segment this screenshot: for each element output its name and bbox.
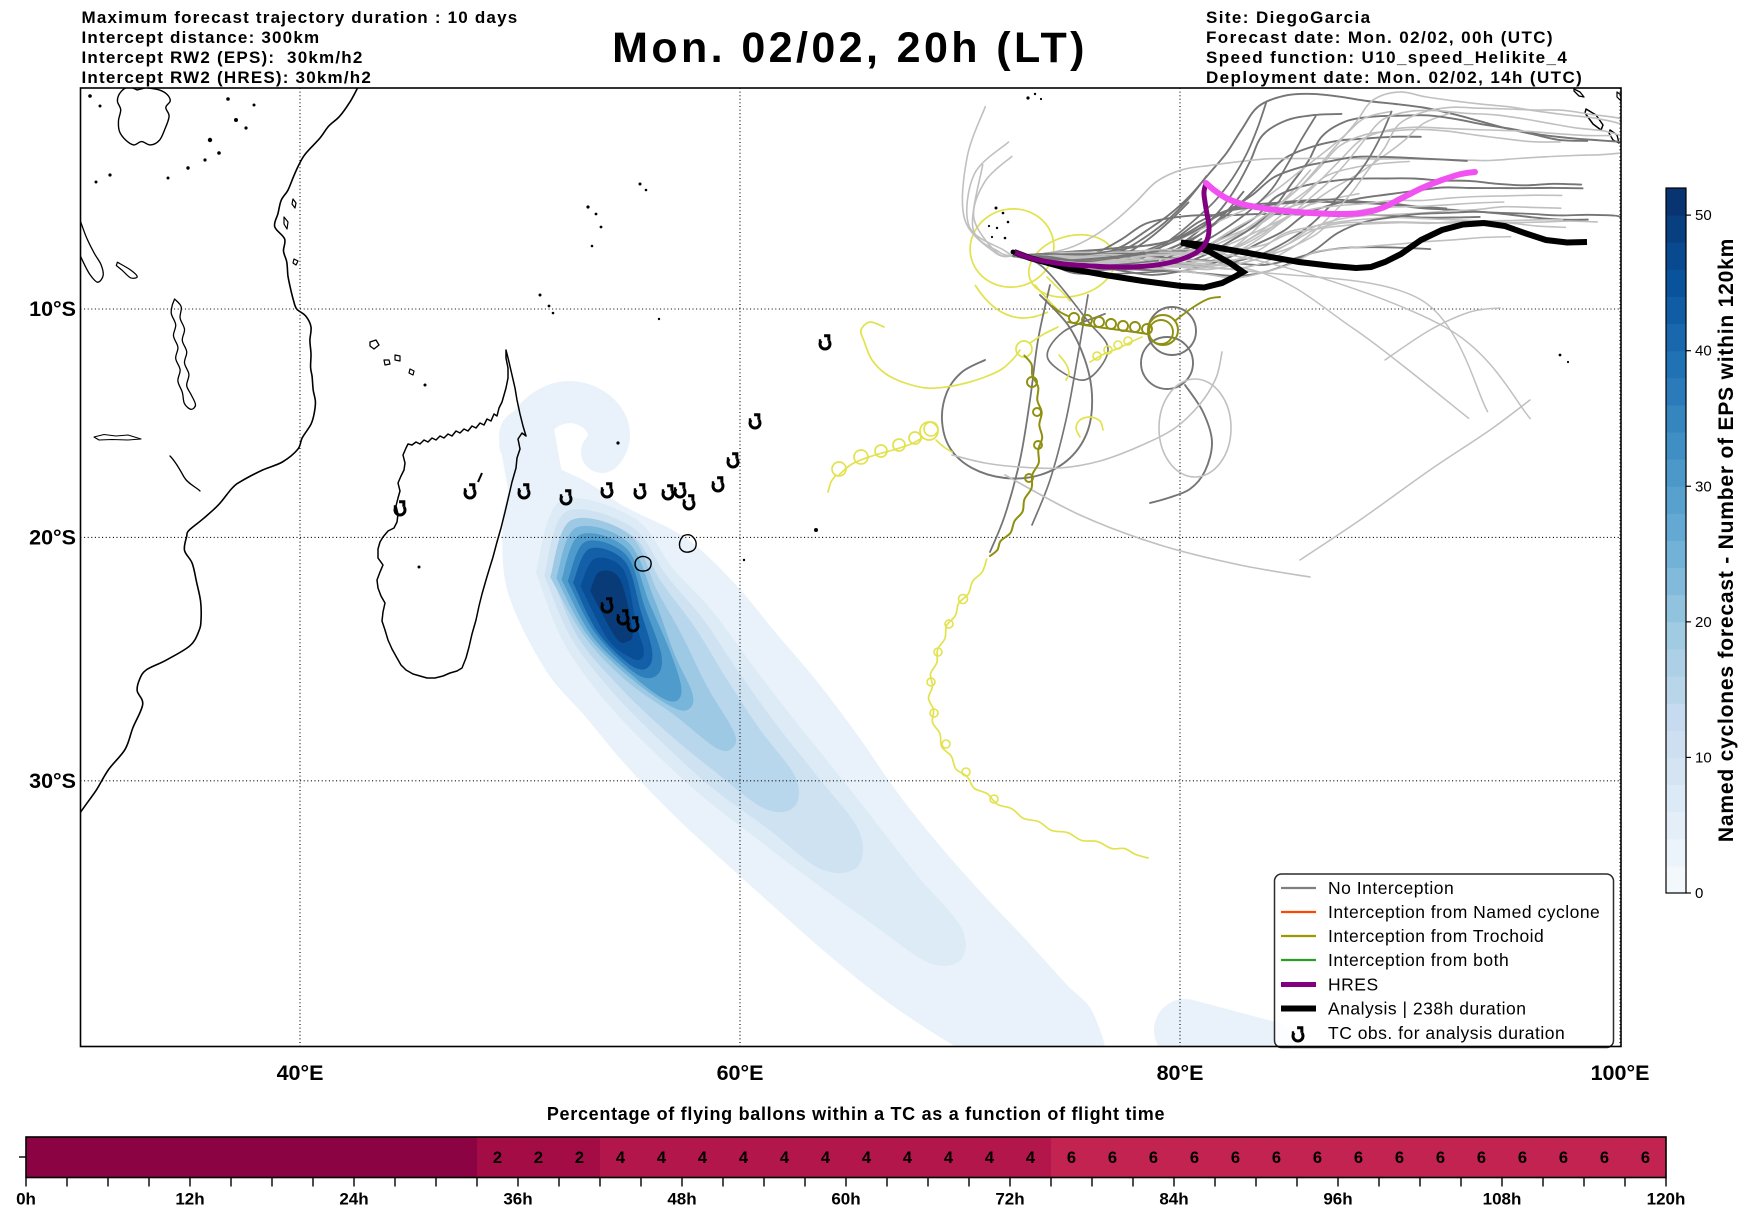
svg-text:Mon. 02/02, 20h (LT): Mon. 02/02, 20h (LT) — [612, 24, 1088, 72]
svg-text:48h: 48h — [667, 1190, 696, 1209]
svg-text:50: 50 — [1695, 207, 1712, 224]
svg-text:4: 4 — [1026, 1149, 1036, 1167]
svg-text:Named cyclones forecast - Numb: Named cyclones forecast - Number of EPS … — [1715, 238, 1738, 842]
svg-text:Speed function: U10_speed_Heli: Speed function: U10_speed_Helikite_4 — [1206, 48, 1568, 67]
svg-text:96h: 96h — [1323, 1190, 1352, 1209]
svg-text:60h: 60h — [831, 1190, 860, 1209]
svg-text:Analysis | 238h duration: Analysis | 238h duration — [1328, 999, 1526, 1019]
svg-text:Maximum forecast trajectory du: Maximum forecast trajectory duration : 1… — [82, 8, 519, 27]
svg-text:4: 4 — [862, 1149, 872, 1167]
svg-text:20: 20 — [1695, 614, 1712, 631]
svg-text:Site: DiegoGarcia: Site: DiegoGarcia — [1206, 8, 1372, 27]
svg-text:4: 4 — [903, 1149, 913, 1167]
svg-text:120h: 120h — [1647, 1190, 1686, 1209]
svg-text:Percentage of flying ballons w: Percentage of flying ballons within a TC… — [547, 1104, 1165, 1124]
svg-text:Deployment date: Mon. 02/02, 1: Deployment date: Mon. 02/02, 14h (UTC) — [1206, 68, 1583, 87]
svg-text:6: 6 — [1190, 1149, 1199, 1167]
svg-text:108h: 108h — [1483, 1190, 1522, 1209]
svg-text:4: 4 — [780, 1149, 790, 1167]
svg-text:6: 6 — [1313, 1149, 1322, 1167]
svg-text:72h: 72h — [995, 1190, 1024, 1209]
svg-text:12h: 12h — [175, 1190, 204, 1209]
svg-text:4: 4 — [616, 1149, 626, 1167]
svg-text:6: 6 — [1641, 1149, 1650, 1167]
svg-text:40: 40 — [1695, 343, 1712, 360]
svg-text:2: 2 — [575, 1149, 584, 1167]
svg-text:Intercept RW2 (EPS): 30km/h2: Intercept RW2 (EPS): 30km/h2 — [82, 48, 364, 67]
svg-text:6: 6 — [1600, 1149, 1609, 1167]
svg-text:60°E: 60°E — [717, 1061, 764, 1085]
svg-text:6: 6 — [1395, 1149, 1404, 1167]
svg-text:Forecast date: Mon. 02/02, 00h: Forecast date: Mon. 02/02, 00h (UTC) — [1206, 28, 1554, 47]
svg-text:6: 6 — [1108, 1149, 1117, 1167]
svg-text:4: 4 — [698, 1149, 708, 1167]
svg-text:0h: 0h — [16, 1190, 36, 1209]
svg-text:Interception from Named cyclon: Interception from Named cyclone — [1328, 902, 1600, 922]
svg-text:4: 4 — [821, 1149, 831, 1167]
svg-text:84h: 84h — [1159, 1190, 1188, 1209]
svg-text:6: 6 — [1477, 1149, 1486, 1167]
svg-text:6: 6 — [1559, 1149, 1568, 1167]
svg-text:4: 4 — [657, 1149, 667, 1167]
svg-text:6: 6 — [1067, 1149, 1076, 1167]
svg-text:2: 2 — [493, 1149, 502, 1167]
svg-text:10: 10 — [1695, 749, 1712, 766]
svg-text:36h: 36h — [503, 1190, 532, 1209]
svg-text:Intercept distance: 300km: Intercept distance: 300km — [82, 28, 321, 47]
svg-text:24h: 24h — [339, 1190, 368, 1209]
svg-text:20°S: 20°S — [29, 525, 76, 549]
svg-text:6: 6 — [1518, 1149, 1527, 1167]
svg-text:Interception from both: Interception from both — [1328, 950, 1509, 970]
svg-text:2: 2 — [534, 1149, 543, 1167]
svg-text:4: 4 — [944, 1149, 954, 1167]
svg-text:10°S: 10°S — [29, 297, 76, 321]
svg-text:No Interception: No Interception — [1328, 878, 1454, 898]
svg-text:4: 4 — [985, 1149, 995, 1167]
svg-text:4: 4 — [739, 1149, 749, 1167]
svg-text:80°E: 80°E — [1157, 1061, 1204, 1085]
svg-text:6: 6 — [1354, 1149, 1363, 1167]
svg-text:TC obs. for analysis duration: TC obs. for analysis duration — [1328, 1023, 1565, 1043]
svg-text:6: 6 — [1436, 1149, 1445, 1167]
svg-text:Interception from Trochoid: Interception from Trochoid — [1328, 926, 1544, 946]
svg-text:6: 6 — [1149, 1149, 1158, 1167]
svg-text:Intercept RW2 (HRES): 30km/h2: Intercept RW2 (HRES): 30km/h2 — [82, 68, 373, 87]
svg-text:40°E: 40°E — [277, 1061, 324, 1085]
svg-text:6: 6 — [1272, 1149, 1281, 1167]
svg-text:30°S: 30°S — [29, 769, 76, 793]
svg-text:0: 0 — [1695, 885, 1703, 902]
svg-text:6: 6 — [1231, 1149, 1240, 1167]
svg-text:100°E: 100°E — [1591, 1061, 1650, 1085]
svg-text:30: 30 — [1695, 478, 1712, 495]
svg-text:HRES: HRES — [1328, 975, 1379, 995]
